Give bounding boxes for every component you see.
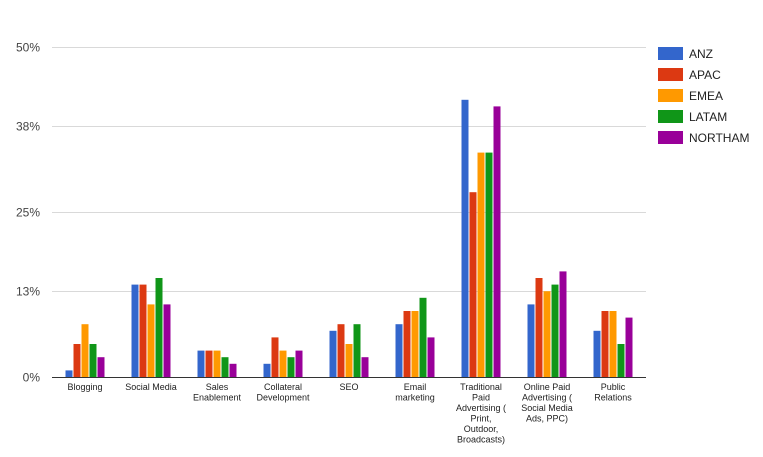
legend-swatch-emea <box>658 89 683 102</box>
x-tick-label: Social Media <box>521 403 573 413</box>
x-tick-label: Sales <box>206 382 229 392</box>
legend-label: EMEA <box>689 89 723 103</box>
bar-emea <box>411 311 419 377</box>
legend-label: NORTHAM <box>689 131 749 145</box>
x-tick-label: Public <box>601 382 626 392</box>
x-tick-label: Email <box>404 382 427 392</box>
y-tick-label: 50% <box>16 41 40 55</box>
x-tick-label: Ads, PPC) <box>526 414 568 424</box>
bar-apac <box>337 324 345 377</box>
x-tick-label: Social Media <box>125 382 177 392</box>
bar-northam <box>559 271 567 377</box>
x-tick-label: Traditional <box>460 382 502 392</box>
x-tick-label: SEO <box>339 382 358 392</box>
x-tick-label: Outdoor, <box>464 424 499 434</box>
bar-latam <box>485 152 493 377</box>
bar-emea <box>543 291 551 377</box>
y-tick-label: 38% <box>16 120 40 134</box>
bar-latam <box>89 344 97 377</box>
bar-anz <box>461 99 469 378</box>
bar-latam <box>617 344 625 377</box>
bar-anz <box>197 350 205 377</box>
x-tick-label: Collateral <box>264 382 302 392</box>
bars <box>65 99 633 378</box>
x-tick-label: Print, <box>470 414 491 424</box>
bar-latam <box>419 297 427 377</box>
legend-label: LATAM <box>689 110 727 124</box>
y-tick-label: 25% <box>16 206 40 220</box>
bar-apac <box>601 311 609 377</box>
legend-swatch-anz <box>658 47 683 60</box>
bar-northam <box>361 357 369 377</box>
bar-anz <box>527 304 535 377</box>
y-tick-label: 13% <box>16 285 40 299</box>
x-tick-label: Blogging <box>67 382 102 392</box>
bar-apac <box>469 192 477 377</box>
bar-latam <box>353 324 361 377</box>
bar-apac <box>271 337 279 377</box>
bar-northam <box>625 317 633 377</box>
bar-anz <box>395 324 403 377</box>
bar-latam <box>221 357 229 377</box>
legend-swatch-latam <box>658 110 683 123</box>
bar-apac <box>139 284 147 377</box>
bar-emea <box>609 311 617 377</box>
y-tick-label: 0% <box>23 371 41 385</box>
x-tick-label: Broadcasts) <box>457 435 505 445</box>
x-tick-label: Online Paid <box>524 382 571 392</box>
bar-northam <box>295 350 303 377</box>
bar-northam <box>163 304 171 377</box>
x-tick-label: Relations <box>594 393 632 403</box>
bar-apac <box>205 350 213 377</box>
bar-anz <box>593 330 601 377</box>
x-tick-label: Advertising ( <box>456 403 506 413</box>
bar-emea <box>147 304 155 377</box>
bar-anz <box>329 330 337 377</box>
legend-label: ANZ <box>689 47 713 61</box>
bar-latam <box>287 357 295 377</box>
bar-anz <box>131 284 139 377</box>
bar-anz <box>263 363 271 377</box>
legend-swatch-apac <box>658 68 683 81</box>
bar-apac <box>535 278 543 377</box>
bar-apac <box>73 344 81 377</box>
bar-northam <box>427 337 435 377</box>
x-tick-label: Development <box>256 393 310 403</box>
bar-anz <box>65 370 73 377</box>
x-tick-label: Paid <box>472 393 490 403</box>
bar-latam <box>155 278 163 377</box>
y-axis-ticks: 0% 13% 25% 38% 50% <box>16 41 40 385</box>
bar-emea <box>477 152 485 377</box>
bar-northam <box>229 363 237 377</box>
bar-northam <box>97 357 105 377</box>
x-tick-label: Enablement <box>193 393 242 403</box>
bar-apac <box>403 311 411 377</box>
x-tick-label: Advertising ( <box>522 393 572 403</box>
bar-northam <box>493 106 501 378</box>
bar-emea <box>213 350 221 377</box>
bar-emea <box>279 350 287 377</box>
x-tick-label: marketing <box>395 393 435 403</box>
legend-label: APAC <box>689 68 721 82</box>
bar-emea <box>81 324 89 377</box>
bar-emea <box>345 344 353 377</box>
legend-swatch-northam <box>658 131 683 144</box>
bar-latam <box>551 284 559 377</box>
legend: ANZ APAC EMEA LATAM NORTHAM <box>658 47 749 145</box>
